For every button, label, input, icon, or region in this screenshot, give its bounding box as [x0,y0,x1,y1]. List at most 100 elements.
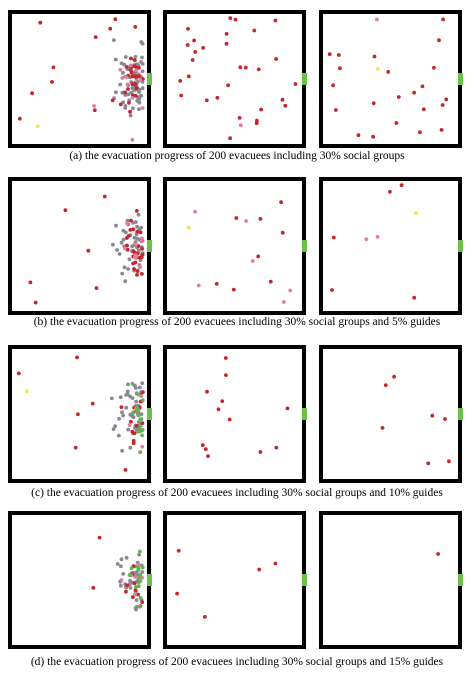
evacuee [256,67,261,72]
evacuee [128,228,133,232]
evacuee [412,90,416,95]
evacuee [73,445,78,450]
evacuee [130,381,135,386]
evacuee [130,137,135,142]
evacuee [420,84,425,89]
room [163,177,306,315]
room [163,10,306,148]
evacuee [121,237,126,242]
room [8,10,151,148]
evacuee [124,405,129,410]
evacuee [440,103,445,107]
evacuee [133,54,138,59]
exit [147,73,152,85]
evacuee [16,371,21,376]
evacuee [17,116,22,121]
evacuee [364,237,369,242]
evacuee [133,606,138,610]
evacuee [392,374,396,379]
evacuee [128,445,133,450]
evacuee [274,57,278,61]
evacuee [125,221,129,226]
evacuee [138,572,143,577]
evacuee [214,282,219,286]
evacuee [134,68,139,73]
evacuee [375,235,380,239]
evacuee [102,194,107,199]
evacuee [127,423,132,427]
evacuee [123,279,128,284]
evacuee [192,38,197,43]
evacuee [140,246,145,251]
evacuee [137,604,142,609]
evacuee [139,40,144,44]
evacuee [137,227,142,232]
evacuee [439,127,444,132]
evacuee [129,70,134,75]
evacuee [134,585,138,589]
evacuee [38,20,43,25]
evacuee [125,82,130,87]
evacuee [125,389,130,394]
evacuee [118,82,123,87]
evacuee [137,255,142,260]
evacuee [134,423,139,428]
evacuee [206,454,210,458]
evacuee [140,381,145,385]
caption: (a) the evacuation progress of 200 evacu… [69,150,405,162]
evacuee [113,424,117,429]
evacuee [94,286,99,290]
evacuee [233,17,238,22]
evacuee [128,63,133,68]
evacuee [129,218,133,223]
evacuee [375,67,380,71]
evacuee [234,216,239,220]
evacuee [130,74,135,79]
evacuee [134,242,138,247]
evacuee [243,65,248,70]
evacuee [124,65,129,69]
evacuee [137,87,142,92]
caption: (b) the evacuation progress of 200 evacu… [33,316,441,328]
evacuee [123,106,128,110]
evacuee [185,43,190,47]
evacuee [203,447,208,451]
exit [458,574,463,586]
evacuee [258,450,263,454]
evacuee [119,583,123,588]
evacuee [441,17,445,22]
evacuee [254,121,259,126]
evacuee [136,429,141,434]
evacuee [124,75,129,79]
evacuee [250,259,255,263]
evacuee [135,273,139,277]
evacuee [331,83,335,88]
evacuee [201,46,206,50]
evacuee [140,600,145,604]
evacuee [140,236,144,241]
evacuee [126,234,131,238]
evacuee [430,413,435,418]
evacuee [447,459,451,464]
exit [147,574,152,586]
evacuee [134,86,139,91]
evacuee [130,96,135,100]
evacuee [133,575,138,579]
evacuee [125,583,130,588]
evacuee [200,443,205,447]
evacuee [140,421,145,425]
room [8,511,151,649]
evacuee [327,52,332,57]
evacuee [133,588,138,593]
evacuee [228,16,233,20]
evacuee [386,70,391,74]
evacuee [123,230,128,235]
evacuee [140,570,145,574]
evacuee [224,373,228,377]
evacuee [237,116,242,120]
evacuee [119,240,124,245]
evacuee [132,235,137,240]
evacuee [128,109,133,114]
evacuee [139,239,144,244]
